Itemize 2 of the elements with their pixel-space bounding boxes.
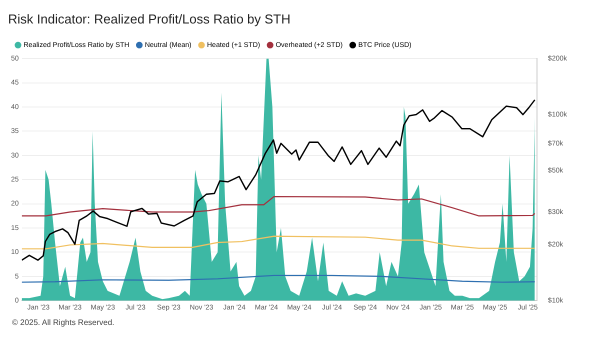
chart-title: Risk Indicator: Realized Profit/Loss Ratio by STH [8,11,290,26]
text: © 2025. All Rights Reserved. [12,318,114,327]
